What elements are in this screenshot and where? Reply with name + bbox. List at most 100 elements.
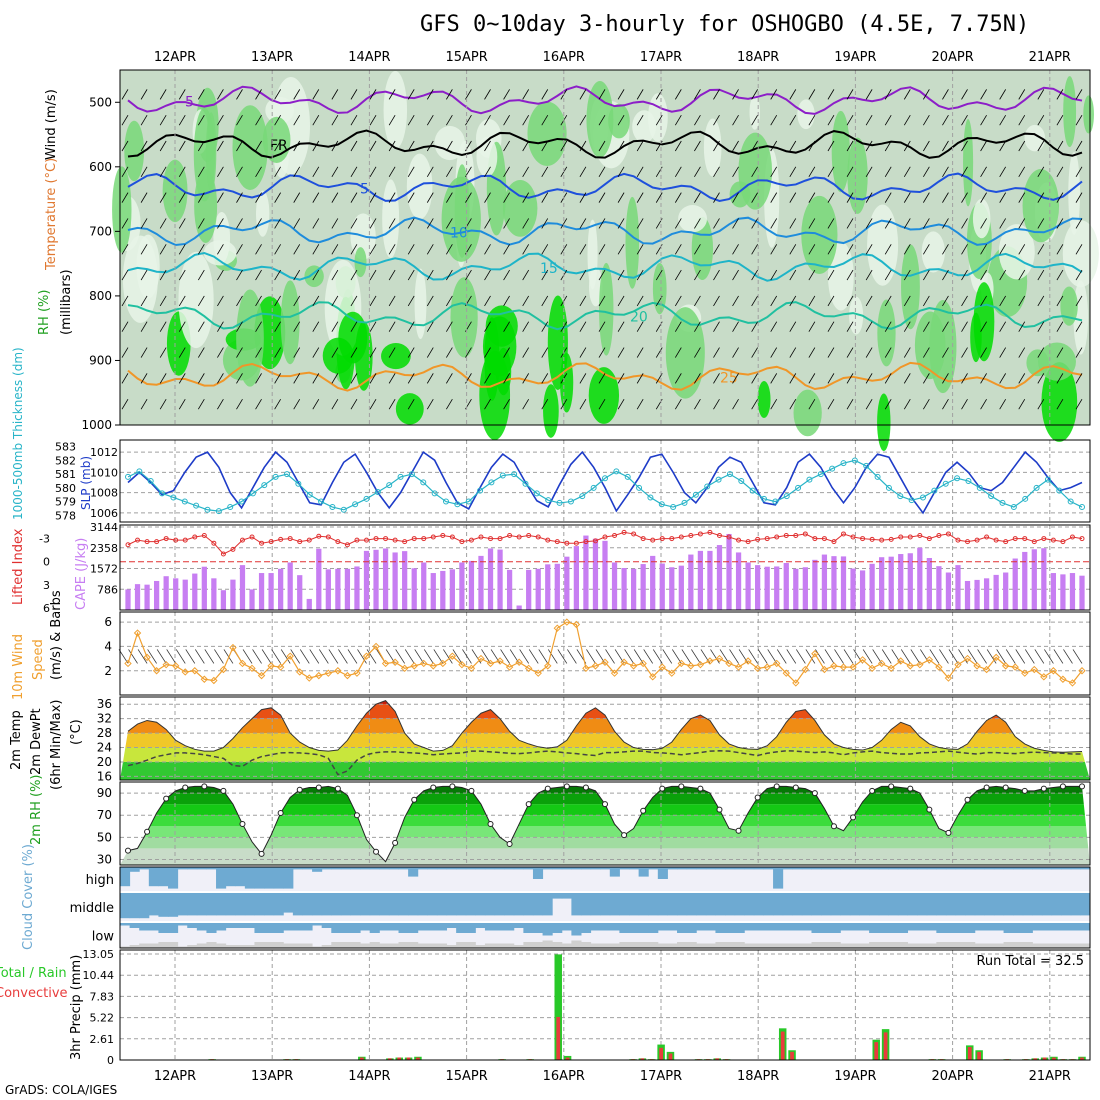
wind-barb <box>942 295 949 307</box>
wind-barb <box>961 295 968 307</box>
li-point <box>411 536 417 542</box>
cloud-low-bar <box>705 943 716 948</box>
wind-barb <box>140 269 148 281</box>
wind-barb <box>942 218 949 229</box>
wind-barb <box>789 295 797 307</box>
cloud-low-bar <box>897 942 909 948</box>
wind-barb <box>579 89 587 100</box>
wind-barb <box>159 192 167 203</box>
cloud-bar <box>705 923 716 931</box>
wind-barb <box>789 166 797 178</box>
wind-barb <box>732 321 739 332</box>
wind-barb <box>624 649 634 664</box>
wind-speed-point <box>677 659 686 668</box>
li-point <box>402 539 408 545</box>
wind-barb <box>805 649 816 664</box>
cape-bar <box>1041 548 1047 610</box>
rh-point <box>544 785 551 792</box>
wind-barb <box>446 140 453 152</box>
wind-barb <box>1075 373 1083 384</box>
precip-axis-label: 3hr Precip (mm) <box>69 955 84 1060</box>
wind-tick-label: 4 <box>104 639 112 653</box>
li-point <box>535 534 541 540</box>
wind-barb <box>865 321 873 332</box>
cloud-low-bar <box>917 943 928 948</box>
wind-barb <box>274 321 281 332</box>
wind-barb <box>961 114 968 126</box>
wind-barb <box>1056 244 1064 255</box>
cloud-bar <box>984 893 995 916</box>
cloud-bar <box>321 867 332 870</box>
li-point <box>583 539 589 545</box>
cape-bar <box>793 568 799 610</box>
cape-bar <box>554 563 560 610</box>
li-point <box>440 532 446 538</box>
wind-barb <box>1018 321 1026 332</box>
wind-barb <box>1018 89 1026 100</box>
wind-barb <box>312 398 320 410</box>
rh-region <box>543 384 559 438</box>
date-tick-top: 17APR <box>640 50 682 65</box>
wind-barb <box>255 321 262 332</box>
wind-barb <box>846 89 854 100</box>
wind-barb <box>121 373 129 384</box>
cloud-bar <box>648 923 659 933</box>
wind-barb <box>293 244 301 255</box>
wind-barb <box>881 649 892 664</box>
cape-bar <box>1079 575 1085 610</box>
wind-barb <box>388 398 396 410</box>
rh-band <box>120 826 1090 838</box>
wind-barb <box>159 295 167 307</box>
wind-barb <box>465 192 472 203</box>
cloud-bar <box>571 893 582 916</box>
thickness-point <box>863 462 870 469</box>
wind-barb <box>217 244 224 255</box>
wind-speed-point <box>582 664 590 673</box>
wind-barb <box>770 218 778 229</box>
isotherm-line <box>127 251 1083 282</box>
wind-barb <box>980 321 987 332</box>
wind-barb <box>846 244 854 255</box>
wind-barb <box>197 269 205 281</box>
rh-point <box>334 785 341 792</box>
wind-barb <box>846 218 854 229</box>
wind-barb <box>178 269 186 281</box>
cloud-bar <box>196 923 207 931</box>
li-axis-label: Lifted Index <box>11 528 26 605</box>
wind-barb <box>274 218 281 229</box>
wind-speed-point <box>286 652 294 660</box>
thickness-point <box>329 504 336 511</box>
wind-barb <box>942 244 949 255</box>
wind-barb <box>197 218 205 229</box>
wind-barb <box>407 398 415 410</box>
cape-bar <box>755 565 761 610</box>
wind-barb <box>312 321 320 332</box>
thickness-point <box>272 473 279 480</box>
rh-fill <box>120 786 1090 865</box>
wind-barb <box>197 347 205 358</box>
wind-barb <box>751 192 758 203</box>
wind-barb <box>942 398 949 410</box>
cape-bar <box>220 590 227 610</box>
cloud-low-bar <box>657 943 668 948</box>
rh-region <box>1024 124 1046 152</box>
cloud-bar <box>292 923 303 931</box>
rh-region <box>1060 286 1078 326</box>
wind-barb <box>331 244 339 255</box>
cape-bar <box>564 556 570 610</box>
cape-bar <box>411 568 417 610</box>
cloud-bar <box>1013 923 1024 933</box>
wind-barb <box>197 166 205 178</box>
wind-barb <box>255 269 262 281</box>
rain-legend-label: Total / Rain <box>0 966 67 981</box>
wind-barb <box>865 114 873 126</box>
wind-barb <box>636 114 644 126</box>
thickness-point <box>772 498 779 505</box>
li-tick-label: 0 <box>43 556 50 569</box>
isotherm-label: 15 <box>540 261 558 277</box>
wind-barb <box>636 295 644 307</box>
cloud-bar <box>532 893 544 916</box>
cape-bar <box>545 564 551 610</box>
convective-bar <box>406 1057 411 1060</box>
wind-barb <box>923 295 930 307</box>
